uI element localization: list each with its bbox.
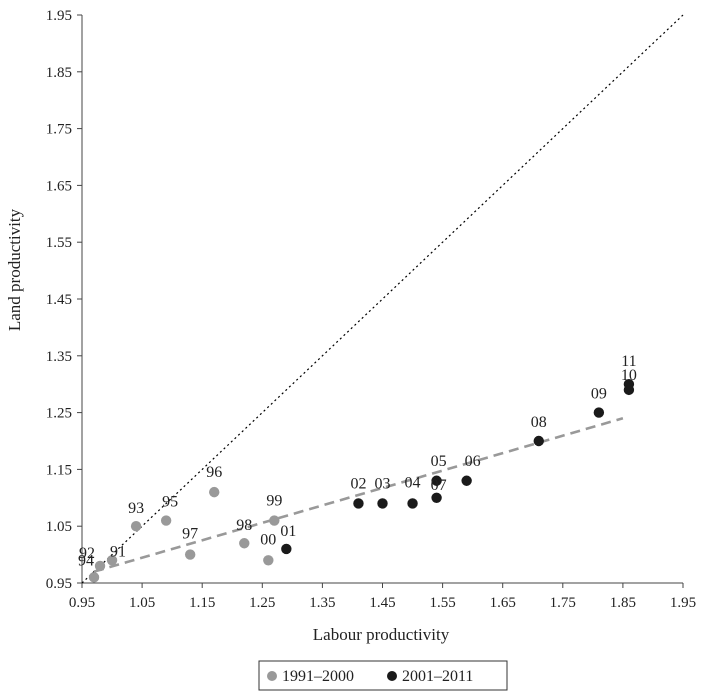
reference-lines <box>81 14 684 584</box>
y-tick-label: 1.15 <box>46 462 72 478</box>
point-label: 94 <box>78 552 94 569</box>
data-point-2001-2011 <box>377 498 388 509</box>
x-tick-label: 1.95 <box>670 595 696 611</box>
point-label: 01 <box>280 523 296 540</box>
data-point-1991-2000 <box>106 555 118 566</box>
y-tick-label: 1.25 <box>46 406 72 422</box>
data-point-1991-2000 <box>88 572 100 583</box>
x-axis-title: Labour productivity <box>313 625 450 644</box>
data-point-2001-2011 <box>407 498 418 509</box>
point-label: 07 <box>431 477 447 494</box>
point-label: 93 <box>128 500 144 517</box>
y-tick-label: 1.45 <box>46 292 72 308</box>
y-axis-ticks: 0.95 1.05 1.15 1.25 1.35 1.45 1.55 1.65 1.75 1.85… <box>46 8 82 592</box>
data-point-2001-2011 <box>623 384 635 396</box>
point-label: 95 <box>162 494 178 511</box>
data-point-1991-2000 <box>130 521 142 532</box>
point-label: 04 <box>405 474 421 491</box>
data-point-1991-2000 <box>209 486 220 498</box>
point-label: 96 <box>206 464 222 481</box>
data-point-2001-2011 <box>353 498 364 509</box>
y-tick-label: 1.35 <box>46 349 72 365</box>
x-tick-label: 1.55 <box>429 595 455 611</box>
data-point-2001-2011 <box>461 475 472 486</box>
x-axis-ticks: 0.95 1.05 1.15 1.25 1.35 1.45 1.55 1.65 1.75 1.85… <box>69 583 696 611</box>
x-tick-label: 1.75 <box>550 595 576 611</box>
x-tick-label: 0.95 <box>69 595 95 611</box>
data-point-2001-2011 <box>533 435 544 447</box>
data-point-1991-2000 <box>160 515 172 526</box>
y-tick-label: 1.75 <box>46 122 72 138</box>
legend-marker-1991-2000 <box>267 671 277 681</box>
point-label: 92 <box>79 545 95 562</box>
point-label: 98 <box>236 517 252 534</box>
x-tick-label: 1.25 <box>249 595 275 611</box>
y-tick-label: 1.95 <box>46 8 72 24</box>
y-tick-label: 1.65 <box>46 178 72 194</box>
y-tick-label: 1.85 <box>46 65 72 81</box>
y-tick-label: 1.55 <box>46 235 72 251</box>
legend: 1991–2000 2001–2011 <box>258 660 508 691</box>
point-label: 97 <box>182 526 198 543</box>
point-label: 08 <box>531 414 547 431</box>
y-tick-label: 1.05 <box>46 519 72 535</box>
legend-box <box>258 660 508 691</box>
data-point-1991-2000 <box>184 549 196 560</box>
data-point-1991-2000 <box>94 560 106 572</box>
x-tick-label: 1.85 <box>610 595 636 611</box>
data-point-1991-2000 <box>239 538 250 549</box>
data-points <box>88 379 635 583</box>
data-point-2001-2011 <box>593 407 605 418</box>
x-tick-label: 1.45 <box>369 595 395 611</box>
point-label: 06 <box>465 453 481 470</box>
point-label: 05 <box>431 453 447 470</box>
point-label: 02 <box>350 475 366 492</box>
legend-label-2001-2011: 2001–2011 <box>402 668 473 685</box>
point-label: 09 <box>591 386 607 403</box>
point-label: 91 <box>110 543 126 560</box>
y-axis-title: Land productivity <box>5 208 24 331</box>
point-label: 10 <box>621 367 637 384</box>
x-tick-label: 1.65 <box>490 595 516 611</box>
legend-marker-2001-2011 <box>387 671 397 681</box>
point-label: 03 <box>375 475 391 492</box>
data-point-2001-2011 <box>281 543 292 555</box>
x-tick-label: 1.15 <box>189 595 215 611</box>
x-tick-label: 1.35 <box>309 595 335 611</box>
point-label: 00 <box>260 531 276 548</box>
data-point-1991-2000 <box>263 555 274 566</box>
point-label: 11 <box>621 353 636 370</box>
data-point-2001-2011 <box>431 475 442 486</box>
point-labels: 91 92 93 94 95 96 97 98 99 00 01 02 03 04 05 07 06 08 09 11… <box>78 353 637 569</box>
trend-line <box>93 417 624 573</box>
x-tick-label: 1.05 <box>129 595 155 611</box>
point-label: 99 <box>266 493 282 510</box>
y-tick-label: 0.95 <box>46 576 72 592</box>
data-point-1991-2000 <box>269 515 280 526</box>
data-point-2001-2011 <box>431 492 442 503</box>
legend-label-1991-2000: 1991–2000 <box>282 668 354 685</box>
